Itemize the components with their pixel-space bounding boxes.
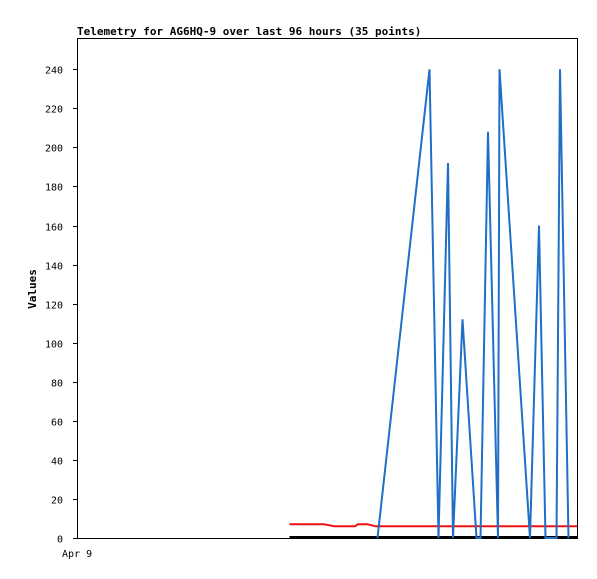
series-line-1 bbox=[376, 69, 570, 539]
y-tick-label: 60 bbox=[51, 418, 63, 429]
y-axis-label: Values bbox=[26, 269, 39, 309]
series-line-2 bbox=[289, 523, 577, 528]
y-tick-label: 100 bbox=[45, 340, 63, 351]
y-tick-label: 120 bbox=[45, 301, 63, 312]
y-tick-label: 40 bbox=[51, 457, 63, 468]
y-tick-label: 240 bbox=[45, 66, 63, 77]
chart-title: Telemetry for AG6HQ-9 over last 96 hours… bbox=[77, 25, 421, 38]
y-tick-label: 200 bbox=[45, 144, 63, 155]
y-tick-label: 80 bbox=[51, 379, 63, 390]
y-axis: 0 20 40 60 80 100 120 140 160 180 200 220 240 bbox=[45, 66, 77, 546]
series-layer bbox=[289, 69, 577, 539]
y-tick-label: 220 bbox=[45, 105, 63, 116]
y-tick-label: 20 bbox=[51, 496, 63, 507]
x-tick-label: Apr 9 bbox=[62, 549, 92, 560]
y-tick-label: 160 bbox=[45, 223, 63, 234]
y-tick-label: 140 bbox=[45, 262, 63, 273]
y-tick-label: 0 bbox=[57, 535, 63, 546]
plot-frame bbox=[77, 38, 578, 539]
x-axis: Apr 9 bbox=[62, 549, 92, 560]
y-tick-label: 180 bbox=[45, 183, 63, 194]
